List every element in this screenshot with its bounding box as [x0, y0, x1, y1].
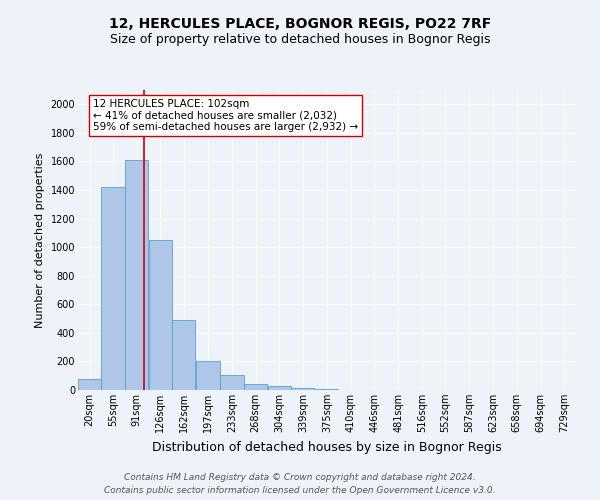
Bar: [196, 360, 220, 390]
Bar: [101, 187, 125, 390]
Bar: [125, 160, 148, 390]
Bar: [172, 320, 196, 390]
Y-axis label: Number of detached properties: Number of detached properties: [35, 152, 45, 328]
Bar: [291, 388, 314, 390]
Text: 12 HERCULES PLACE: 102sqm
← 41% of detached houses are smaller (2,032)
59% of se: 12 HERCULES PLACE: 102sqm ← 41% of detac…: [93, 99, 358, 132]
Text: Contains HM Land Registry data © Crown copyright and database right 2024.
Contai: Contains HM Land Registry data © Crown c…: [104, 474, 496, 495]
Text: Size of property relative to detached houses in Bognor Regis: Size of property relative to detached ho…: [110, 32, 490, 46]
Bar: [244, 384, 267, 390]
Bar: [78, 378, 101, 390]
Bar: [315, 388, 338, 390]
X-axis label: Distribution of detached houses by size in Bognor Regis: Distribution of detached houses by size …: [152, 440, 502, 454]
Bar: [149, 240, 172, 390]
Bar: [220, 374, 244, 390]
Text: 12, HERCULES PLACE, BOGNOR REGIS, PO22 7RF: 12, HERCULES PLACE, BOGNOR REGIS, PO22 7…: [109, 18, 491, 32]
Bar: [268, 386, 291, 390]
